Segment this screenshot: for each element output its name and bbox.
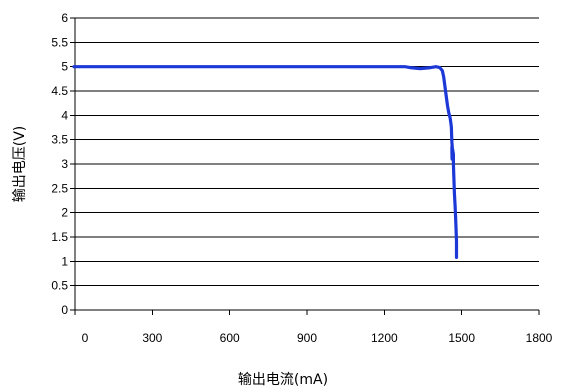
x-axis-title: 输出电流(mA) bbox=[238, 372, 328, 388]
x-tick-label-3: 900 bbox=[297, 331, 317, 345]
y-tick-label-10: 5 bbox=[61, 60, 68, 74]
y-tick-label-12: 6 bbox=[61, 11, 68, 25]
x-tick-label-4: 1200 bbox=[371, 331, 398, 345]
y-tick-label-3: 1.5 bbox=[51, 230, 68, 244]
x-tick-label-6: 1800 bbox=[526, 331, 553, 345]
x-tick-label-5: 1500 bbox=[448, 331, 475, 345]
y-tick-label-9: 4.5 bbox=[51, 84, 68, 98]
y-tick-labels: 0 0.5 1 1.5 2 2.5 3 3.5 4 4.5 5 5.5 6 bbox=[51, 11, 68, 317]
series-line-0 bbox=[72, 65, 459, 259]
y-axis-title: 输出电压(V) bbox=[12, 126, 28, 203]
y-tick-label-6: 3 bbox=[61, 157, 68, 171]
y-tick-label-8: 4 bbox=[61, 108, 68, 122]
y-tick-label-5: 2.5 bbox=[51, 181, 68, 195]
series bbox=[72, 65, 459, 259]
y-tick-label-0: 0 bbox=[61, 303, 68, 317]
y-tick-label-2: 1 bbox=[61, 254, 68, 268]
x-tick-label-1: 300 bbox=[142, 331, 162, 345]
x-tick-label-2: 600 bbox=[220, 331, 240, 345]
y-tick-label-7: 3.5 bbox=[51, 133, 68, 147]
y-tick-label-1: 0.5 bbox=[51, 279, 68, 293]
x-tick-label-0: 0 bbox=[82, 331, 89, 345]
x-tick-labels: 0 300 600 900 1200 1500 1800 bbox=[82, 331, 553, 345]
y-tick-label-4: 2 bbox=[61, 206, 68, 220]
y-tick-label-11: 5.5 bbox=[51, 35, 68, 49]
